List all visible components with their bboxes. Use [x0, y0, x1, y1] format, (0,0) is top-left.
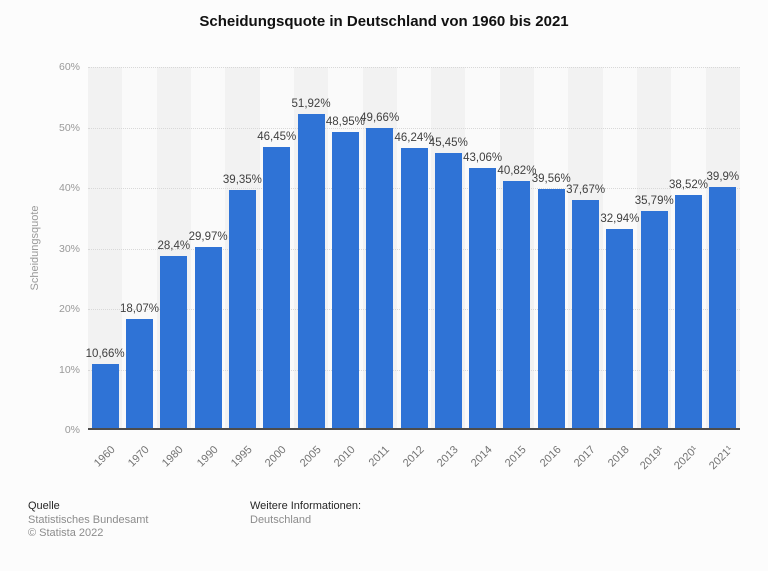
- bar: [297, 113, 325, 428]
- bar: [400, 148, 428, 428]
- bar-value-label: 43,06%: [463, 151, 503, 164]
- bar: [640, 211, 668, 428]
- bar-value-label: 35,79%: [634, 195, 674, 208]
- gridline: [88, 127, 740, 129]
- bar: [572, 200, 600, 428]
- y-tick-label: 20%: [58, 303, 80, 315]
- bar-value-label: 29,97%: [188, 230, 228, 243]
- x-tick-label: 2020¹: [672, 443, 701, 473]
- footer-copyright-line: © Statista 2022: [28, 527, 104, 539]
- bar-value-label: 28,4%: [157, 240, 191, 253]
- bar-value-label: 45,45%: [428, 137, 468, 150]
- x-tick-label: 2018: [606, 443, 633, 470]
- y-tick-label: 0%: [64, 424, 80, 436]
- y-tick-label: 40%: [58, 182, 80, 194]
- x-tick-label: 2014: [469, 443, 495, 470]
- bar-value-label: 10,66%: [85, 347, 125, 360]
- bar: [91, 363, 119, 428]
- bar: [125, 318, 153, 428]
- bar: [675, 194, 703, 428]
- bar: [366, 127, 394, 428]
- bar-value-label: 39,56%: [531, 172, 571, 185]
- bar-value-label: 51,92%: [291, 97, 331, 110]
- bar: [434, 153, 462, 428]
- y-tick-label: 60%: [58, 61, 80, 73]
- bar: [160, 256, 188, 428]
- bar: [263, 146, 291, 428]
- x-tick-label: 2021¹: [706, 443, 736, 473]
- gridline: [88, 67, 740, 68]
- bar-value-label: 18,07%: [119, 302, 159, 315]
- bar: [228, 189, 256, 428]
- x-tick-label: 2016: [537, 443, 564, 470]
- footer-source-block: Quelle Statistisches Bundesamt © Statist…: [28, 500, 148, 541]
- bar: [331, 131, 359, 428]
- bar-value-label: 39,9%: [706, 170, 740, 183]
- x-axis-ticks: 1960 1970 1980 1990 1995 2000 2005 2010 2011 2012…: [88, 432, 740, 494]
- x-tick-label: 2015: [503, 443, 530, 470]
- bar-value-label: 38,52%: [669, 178, 709, 191]
- x-tick-label: 2000: [263, 443, 289, 470]
- bar-value-label: 39,35%: [222, 173, 262, 186]
- x-tick-label: 2005: [297, 443, 324, 470]
- x-tick-label: 2013: [434, 443, 461, 470]
- bar-value-label: 48,95%: [325, 115, 365, 128]
- footer-source-line: Statistisches Bundesamt: [28, 513, 149, 526]
- bar: [194, 246, 222, 428]
- chart-title: Scheidungsquote in Deutschland von 1960 …: [199, 13, 569, 30]
- bar: [503, 181, 531, 428]
- footer-info-heading: Weitere Informationen:: [250, 500, 362, 512]
- y-tick-label: 30%: [58, 242, 80, 255]
- bar-value-label: 46,24%: [394, 132, 434, 145]
- bar: [537, 188, 565, 428]
- x-tick-label: 2012: [400, 443, 427, 470]
- x-tick-label: 2011: [366, 443, 392, 469]
- bar-value-label: 40,82%: [497, 165, 537, 178]
- bar-value-label: 46,45%: [257, 130, 297, 143]
- y-tick-label: 50%: [58, 121, 80, 134]
- y-axis-ticks: 0% 10% 20% 30% 40% 50% 60%: [0, 61, 80, 436]
- x-tick-label: 1995: [228, 443, 255, 470]
- x-tick-label: 2010: [331, 443, 358, 470]
- bar-value-label: 37,67%: [566, 184, 606, 197]
- footer-info-line: Deutschland: [250, 513, 312, 526]
- bar-value-label: 32,94%: [600, 212, 640, 225]
- y-tick-label: 10%: [58, 363, 80, 376]
- bar: [469, 167, 497, 428]
- footer-source-heading: Quelle: [28, 500, 60, 512]
- x-tick-label: 1960: [91, 443, 118, 470]
- x-tick-label: 1970: [125, 443, 152, 470]
- x-tick-label: 2017: [572, 443, 598, 470]
- x-tick-label: 1990: [194, 443, 221, 470]
- bar: [709, 186, 737, 428]
- footer-info-block: Weitere Informationen: Deutschland: [250, 500, 361, 527]
- plot-area: 10,66% 18,07% 28,4% 29,97% 39,35% 46,45% 51,92…: [85, 67, 740, 430]
- bar: [606, 228, 634, 428]
- bar-value-label: 49,66%: [360, 111, 400, 124]
- x-tick-label: 1980: [160, 443, 187, 470]
- x-tick-label: 2019¹: [638, 443, 667, 473]
